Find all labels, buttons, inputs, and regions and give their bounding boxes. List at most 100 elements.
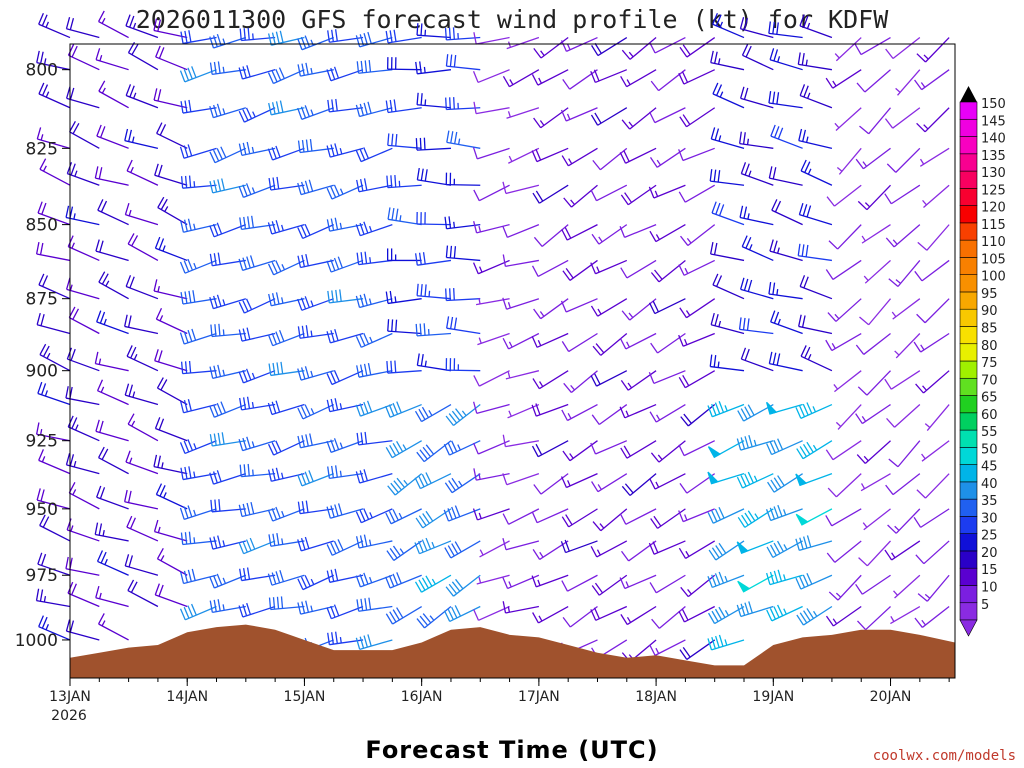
barb-full-flag: [330, 144, 335, 157]
barb-shaft: [128, 52, 159, 71]
wind-barb: [267, 467, 305, 482]
barb-full-flag: [453, 54, 457, 68]
barb-full-flag: [737, 410, 745, 422]
wind-barb: [326, 398, 364, 413]
barb-shaft: [658, 259, 686, 283]
barb-full-flag: [449, 245, 453, 258]
barb-full-flag: [356, 599, 360, 612]
barb-full-flag: [425, 575, 433, 587]
barb-full-flag: [213, 433, 217, 446]
colorbar-label: 120: [981, 201, 1006, 216]
barb-full-flag: [68, 121, 76, 133]
barb-shaft: [835, 473, 862, 498]
barb-half-flag: [598, 236, 603, 243]
barb-full-flag: [714, 402, 721, 415]
barb-full-flag: [385, 30, 389, 43]
barb-half-flag: [162, 245, 166, 252]
barb-shaft: [741, 358, 774, 372]
wind-barb: [416, 167, 452, 186]
barb-full-flag: [209, 434, 213, 447]
barb-shaft: [768, 32, 803, 39]
barb-full-flag: [130, 581, 138, 593]
barb-full-flag: [246, 602, 252, 615]
barb-full-flag: [243, 28, 246, 41]
barb-half-flag: [812, 406, 817, 413]
wind-barb: [39, 514, 71, 542]
wind-barb: [209, 103, 247, 119]
barb-full-flag: [280, 596, 284, 609]
barb-full-flag: [619, 513, 627, 525]
barb-full-flag: [356, 179, 360, 192]
wind-barb: [860, 473, 891, 492]
barb-full-flag: [740, 277, 745, 290]
barb-full-flag: [455, 578, 464, 590]
barb-full-flag: [335, 98, 338, 111]
barb-full-flag: [915, 383, 924, 394]
barb-shaft: [684, 184, 716, 203]
barb-shaft: [509, 69, 540, 88]
barb-shaft: [536, 403, 569, 417]
wind-barb: [560, 298, 598, 313]
barb-full-flag: [41, 275, 49, 287]
barb-full-flag: [334, 328, 339, 341]
wind-barb: [770, 310, 803, 335]
barb-full-flag: [304, 536, 310, 549]
barb-half-flag: [894, 350, 900, 356]
wind-barb: [532, 605, 569, 624]
wind-barb: [560, 539, 598, 554]
barb-full-flag: [710, 50, 714, 63]
barb-full-flag: [797, 243, 801, 256]
wind-barb: [414, 403, 452, 423]
barb-shaft: [39, 524, 71, 542]
barb-full-flag: [768, 281, 772, 295]
plot-background: [70, 44, 955, 678]
barb-shaft: [212, 370, 246, 379]
barb-shaft: [36, 599, 71, 608]
barb-shaft: [387, 184, 422, 189]
barb-half-flag: [457, 444, 461, 451]
barb-full-flag: [532, 549, 541, 560]
barb-full-flag: [620, 267, 628, 279]
barb-full-flag: [242, 437, 248, 450]
barb-full-flag: [802, 129, 807, 142]
barb-full-flag: [766, 546, 774, 558]
barb-full-flag: [99, 487, 106, 499]
barb-full-flag: [280, 361, 284, 374]
barb-full-flag: [213, 180, 218, 193]
barb-full-flag: [359, 364, 364, 377]
barb-full-flag: [363, 363, 368, 376]
barb-full-flag: [422, 252, 426, 265]
wind-barb: [919, 147, 950, 167]
barb-full-flag: [40, 51, 44, 64]
barb-shaft: [449, 440, 481, 456]
barb-full-flag: [718, 606, 726, 618]
barb-full-flag: [334, 143, 339, 156]
barb-full-flag: [420, 354, 424, 367]
barb-full-flag: [678, 72, 685, 85]
barb-full-flag: [217, 179, 222, 192]
barb-full-flag: [183, 440, 190, 453]
barb-full-flag: [740, 475, 747, 487]
barb-full-flag: [35, 422, 40, 435]
wind-barb: [765, 504, 803, 522]
wind-barb: [209, 33, 247, 49]
barb-half-flag: [128, 209, 132, 217]
barb-shaft: [156, 493, 188, 510]
wind-barb: [387, 57, 422, 71]
wind-barb: [502, 332, 540, 350]
barb-full-flag: [386, 361, 389, 374]
barb-shaft: [686, 298, 716, 319]
wind-barb: [884, 370, 921, 390]
barb-full-flag: [69, 620, 75, 633]
barb-half-flag: [403, 479, 409, 486]
barb-full-flag: [98, 271, 106, 283]
barb-full-flag: [742, 317, 746, 330]
barb-shaft: [894, 404, 921, 428]
barb-shaft: [837, 224, 862, 250]
barb-full-flag: [209, 225, 215, 238]
wind-barb: [416, 23, 452, 39]
barb-full-flag: [153, 454, 158, 467]
barb-half-flag: [339, 188, 344, 195]
wind-barb: [651, 606, 686, 629]
wind-barb: [736, 471, 774, 489]
